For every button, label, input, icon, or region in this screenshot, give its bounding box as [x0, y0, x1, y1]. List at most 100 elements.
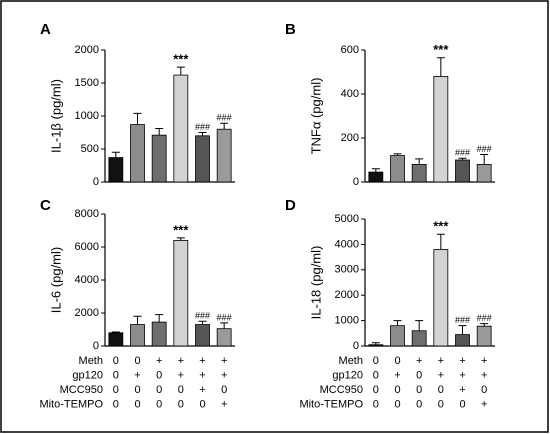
- condition-name: Mito-TEMPO: [299, 398, 363, 410]
- y-tick-label: 8000: [75, 208, 99, 220]
- condition-value: +: [438, 355, 444, 367]
- bar: [433, 249, 449, 347]
- condition-value: 0: [394, 355, 400, 367]
- condition-value: 0: [373, 369, 379, 381]
- error-bar: [220, 122, 229, 130]
- y-tick-label: 0: [93, 176, 99, 188]
- condition-value: 0: [438, 398, 444, 410]
- condition-value: 0: [394, 384, 400, 396]
- condition-name: gp120: [72, 369, 103, 381]
- error-bar: [176, 66, 185, 76]
- condition-name: MCC950: [60, 384, 103, 396]
- y-tick-label: 0: [93, 340, 99, 352]
- condition-value: +: [221, 398, 227, 410]
- condition-value: 0: [134, 355, 140, 367]
- condition-value: 0: [481, 384, 487, 396]
- significance-label: ###: [195, 122, 210, 132]
- bar: [151, 134, 167, 183]
- condition-value: +: [178, 355, 184, 367]
- bar: [216, 328, 232, 347]
- y-tick-label: 2000: [75, 307, 99, 319]
- condition-value: 0: [373, 398, 379, 410]
- condition-value: 0: [113, 398, 119, 410]
- significance-label: ###: [217, 113, 232, 123]
- condition-value: 0: [416, 384, 422, 396]
- condition-value: +: [481, 398, 487, 410]
- significance-label: ###: [195, 311, 210, 321]
- significance-label: ***: [173, 222, 189, 237]
- condition-value: 0: [373, 355, 379, 367]
- error-bar: [480, 323, 489, 327]
- error-bar: [176, 237, 185, 241]
- y-tick-label: 600: [341, 44, 359, 56]
- significance-label: ***: [433, 219, 449, 234]
- bar: [130, 124, 145, 183]
- bar: [368, 171, 384, 183]
- error-bar: [220, 322, 229, 329]
- bar: [130, 324, 145, 347]
- y-tick-label: 2000: [75, 44, 99, 56]
- condition-value: +: [199, 384, 205, 396]
- condition-value: +: [394, 369, 400, 381]
- condition-value: +: [481, 355, 487, 367]
- panel-label: B: [285, 21, 296, 38]
- error-bar: [111, 331, 120, 333]
- significance-label: ***: [433, 42, 449, 57]
- error-bar: [393, 153, 402, 156]
- bar: [433, 76, 449, 183]
- error-bar: [111, 151, 120, 158]
- condition-value: 0: [156, 384, 162, 396]
- y-tick-label: 1000: [335, 315, 359, 327]
- condition-value: +: [199, 355, 205, 367]
- condition-value: 0: [156, 369, 162, 381]
- significance-label: ###: [477, 144, 492, 154]
- bar: [476, 325, 492, 347]
- condition-value: 0: [113, 355, 119, 367]
- condition-value: +: [459, 369, 465, 381]
- bar: [411, 163, 427, 183]
- y-tick-label: 200: [341, 132, 359, 144]
- error-bar: [198, 320, 207, 325]
- bar: [173, 239, 189, 347]
- bar: [390, 155, 405, 183]
- condition-value: 0: [178, 398, 184, 410]
- error-bar: [155, 314, 164, 323]
- bar: [195, 324, 210, 347]
- condition-value: +: [134, 369, 140, 381]
- error-bar: [393, 320, 402, 326]
- condition-name: gp120: [332, 369, 363, 381]
- condition-name: MCC950: [320, 384, 363, 396]
- condition-value: 0: [459, 398, 465, 410]
- condition-value: 0: [113, 384, 119, 396]
- condition-value: +: [156, 355, 162, 367]
- condition-value: 0: [156, 398, 162, 410]
- bar: [173, 74, 189, 183]
- y-tick-label: 0: [353, 176, 359, 188]
- condition-value: +: [438, 369, 444, 381]
- condition-value: +: [459, 355, 465, 367]
- y-axis-label: IL-6 (pg/ml): [48, 247, 63, 313]
- bar: [390, 325, 405, 347]
- condition-value: 0: [178, 384, 184, 396]
- condition-value: 0: [416, 398, 422, 410]
- condition-value: +: [481, 369, 487, 381]
- y-tick-label: 1500: [75, 77, 99, 89]
- bar: [108, 332, 124, 347]
- y-tick-label: 4000: [75, 274, 99, 286]
- error-bar: [415, 320, 424, 331]
- error-bar: [458, 157, 467, 160]
- error-bar: [155, 128, 164, 136]
- condition-value: 0: [438, 384, 444, 396]
- y-tick-label: 6000: [75, 241, 99, 253]
- y-tick-label: 4000: [335, 238, 359, 250]
- bar: [368, 344, 384, 347]
- y-tick-label: 0: [353, 340, 359, 352]
- condition-value: +: [459, 384, 465, 396]
- error-bar: [133, 315, 142, 325]
- condition-value: 0: [199, 398, 205, 410]
- condition-value: +: [178, 369, 184, 381]
- significance-label: ###: [455, 148, 470, 158]
- error-bar: [371, 342, 380, 345]
